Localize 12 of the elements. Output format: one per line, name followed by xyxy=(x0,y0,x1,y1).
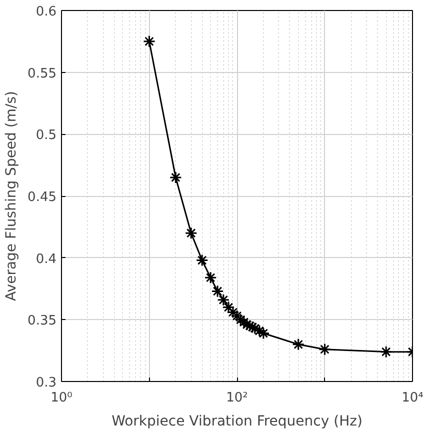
y-tick-label: 0.6 xyxy=(36,4,57,20)
x-tick-label: 10² xyxy=(226,390,248,406)
y-tick-label: 0.55 xyxy=(28,66,57,82)
y-tick-label: 0.45 xyxy=(28,190,57,205)
y-tick-label: 0.3 xyxy=(36,376,57,390)
y-axis-title: Average Flushing Speed (m/s) xyxy=(4,91,20,301)
x-axis-title: Workpiece Vibration Frequency (Hz) xyxy=(112,414,362,430)
x-tick-label: 10⁴ xyxy=(402,390,424,406)
y-tick-label: 0.5 xyxy=(36,128,57,144)
y-tick-label: 0.35 xyxy=(28,314,57,329)
y-tick-label: 0.4 xyxy=(36,252,57,267)
x-tick-label: 10⁰ xyxy=(50,390,72,406)
